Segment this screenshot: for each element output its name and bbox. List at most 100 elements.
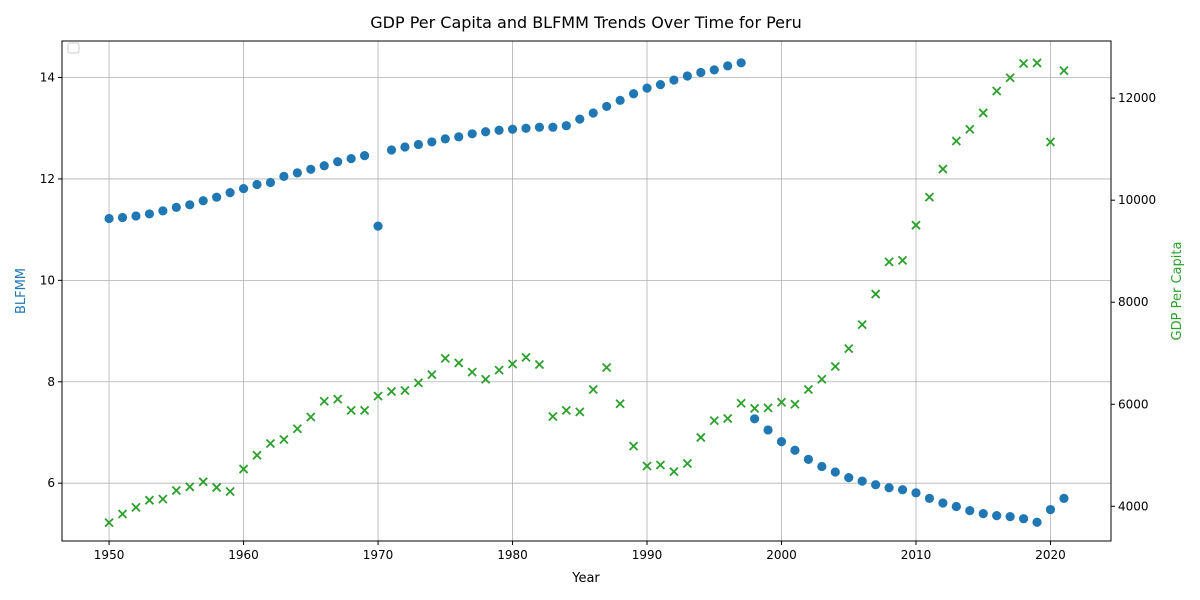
gdp-point: [333, 394, 343, 404]
gdp-point: [965, 124, 975, 134]
blfmm-point: [373, 221, 383, 231]
gdp-point: [171, 485, 181, 496]
gdp-point: [884, 257, 894, 267]
blfmm-point: [561, 121, 571, 131]
blfmm-point: [346, 154, 356, 164]
blfmm-point: [992, 511, 1002, 521]
blfmm-point: [131, 211, 141, 221]
gdp-point: [373, 391, 383, 401]
gdp-point: [628, 441, 639, 451]
gdp-point: [454, 358, 464, 368]
gdp-point: [279, 434, 289, 445]
left-axis-label: BLFMM: [14, 268, 29, 314]
gdp-point: [911, 220, 921, 230]
blfmm-point: [185, 200, 195, 210]
blfmm-point: [252, 179, 262, 190]
gdp-point: [292, 424, 302, 434]
gdp-point: [844, 344, 854, 354]
gdp-point: [709, 415, 719, 426]
gdp-point: [723, 413, 733, 424]
gdp-point: [736, 398, 746, 408]
blfmm-point: [669, 75, 679, 85]
blfmm-point: [548, 122, 558, 132]
blfmm-point: [1045, 504, 1056, 515]
blfmm-point: [454, 132, 464, 142]
gdp-point: [790, 399, 800, 409]
blfmm-series: [104, 58, 1069, 527]
blfmm-point: [938, 498, 948, 508]
blfmm-point: [386, 145, 397, 155]
gdp-point: [198, 477, 208, 487]
blfmm-point: [212, 192, 222, 202]
blfmm-point: [158, 206, 168, 216]
blfmm-point: [440, 134, 450, 144]
gdp-point: [776, 397, 787, 407]
gdp-point: [548, 411, 558, 422]
plot-frame: [61, 40, 1112, 542]
blfmm-point: [965, 505, 975, 516]
gdp-point: [386, 386, 397, 397]
right-tick-label: 10000: [1118, 193, 1156, 207]
gdp-point: [144, 495, 155, 505]
gdp-point: [413, 378, 424, 388]
right-tick-label: 4000: [1118, 499, 1149, 513]
x-tick-label: 1970: [363, 548, 394, 562]
blfmm-point: [575, 114, 585, 124]
gdp-point: [615, 399, 625, 409]
gdp-point: [669, 466, 679, 477]
blfmm-point: [871, 480, 881, 490]
gdp-point: [212, 482, 222, 493]
blfmm-point: [830, 467, 840, 477]
x-tick-label: 2010: [901, 548, 932, 562]
right-tick-label: 8000: [1118, 295, 1149, 309]
gdp-point: [696, 432, 706, 443]
blfmm-point: [1005, 512, 1015, 522]
gdp-point: [924, 192, 935, 202]
gdp-point: [427, 370, 437, 380]
blfmm-point: [924, 493, 935, 504]
gdp-point: [1032, 58, 1042, 68]
blfmm-point: [844, 473, 854, 483]
blfmm-point: [655, 80, 666, 90]
right-axis-label: GDP Per Capita: [1170, 242, 1185, 341]
gdp-point: [857, 320, 867, 330]
left-tick-label: 6: [47, 476, 55, 490]
x-tick-label: 1950: [94, 548, 125, 562]
blfmm-point: [481, 127, 491, 137]
blfmm-point: [171, 202, 181, 212]
gdp-point: [575, 407, 585, 417]
blfmm-point: [319, 161, 329, 171]
gdp-point: [117, 509, 128, 519]
blfmm-point: [696, 67, 706, 78]
gdp-point: [319, 396, 329, 406]
blfmm-point: [104, 213, 114, 224]
gdp-point: [1018, 58, 1029, 69]
gdp-point: [534, 359, 545, 370]
gdp-point: [346, 405, 356, 416]
blfmm-point: [750, 414, 760, 424]
gdp-point: [763, 403, 773, 413]
x-tick-label: 1980: [497, 548, 528, 562]
blfmm-point: [521, 123, 531, 133]
gdp-point: [494, 365, 504, 375]
blfmm-point: [736, 58, 746, 68]
blfmm-point: [951, 501, 961, 512]
gdp-point: [978, 108, 988, 118]
gdp-point: [749, 403, 760, 413]
gdp-point: [440, 353, 450, 363]
blfmm-point: [117, 212, 128, 223]
blfmm-point: [884, 483, 894, 493]
left-tick-label: 10: [40, 273, 55, 287]
gdp-point: [951, 136, 961, 146]
blfmm-point: [238, 183, 249, 194]
right-axis-ticks: 4000 6000 8000 10000 12000: [1111, 91, 1156, 513]
chart-title: GDP Per Capita and BLFMM Trends Over Tim…: [370, 13, 802, 32]
gdp-point: [1045, 137, 1056, 147]
x-axis-ticks: 1950 1960 1970 1980 1990 2000 2010 2020: [94, 541, 1066, 562]
blfmm-point: [857, 476, 867, 486]
gdp-point: [897, 255, 908, 266]
gdp-point: [225, 486, 235, 497]
blfmm-point: [709, 65, 719, 75]
gdp-point: [588, 384, 598, 395]
